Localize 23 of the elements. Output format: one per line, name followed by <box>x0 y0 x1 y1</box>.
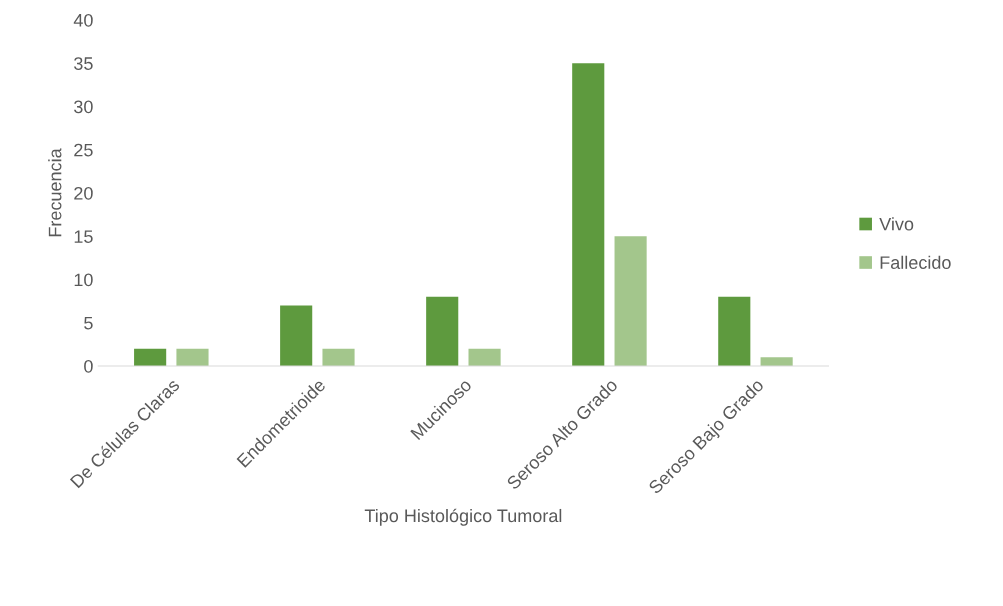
y-tick-label: 10 <box>74 273 93 287</box>
y-tick-label: 30 <box>74 100 93 114</box>
y-tick-label: 0 <box>84 359 93 373</box>
y-tick-label: 25 <box>74 143 93 157</box>
bar <box>614 236 647 367</box>
bar <box>468 348 501 367</box>
y-tick-label: 35 <box>74 57 93 70</box>
bar <box>426 296 459 367</box>
bar <box>572 63 605 367</box>
bar <box>760 357 793 367</box>
y-tick-label: 20 <box>74 186 93 200</box>
y-tick-label: 15 <box>74 230 93 243</box>
legend-label: Fallecido <box>880 255 951 270</box>
y-axis-title: Frecuencia <box>48 148 62 237</box>
bar <box>280 305 313 367</box>
legend-label: Vivo <box>879 217 914 231</box>
bar <box>176 348 209 367</box>
bar <box>134 348 167 367</box>
x-axis-title: Tipo Histológico Tumoral <box>364 508 562 526</box>
y-tick-label: 40 <box>73 13 93 27</box>
bar <box>718 296 751 367</box>
y-tick-label: 5 <box>84 316 93 330</box>
bar <box>322 348 355 367</box>
